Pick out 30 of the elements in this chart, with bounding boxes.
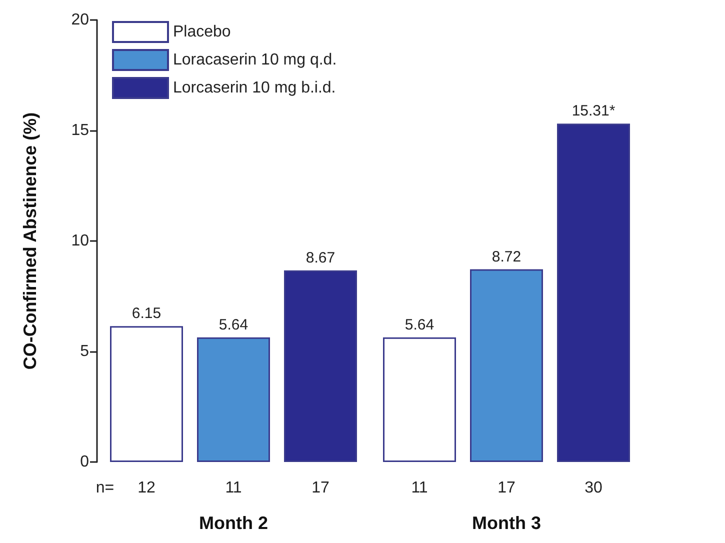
data-label: 8.67 [306,249,336,266]
legend-label: Placebo [173,24,231,40]
y-tick-label: 5 [80,343,90,360]
legend-label: Loracaserin 10 mg q.d. [173,52,337,68]
y-tick-label: 20 [71,12,90,28]
text: n= [96,480,114,496]
y-tick-label: 0 [80,454,90,470]
bar [284,270,357,462]
bar [470,269,543,462]
data-label: 5.64 [218,316,248,334]
bar [110,326,183,462]
text: 11 [225,480,242,496]
text: 17 [312,480,330,496]
data-label: 5.64 [404,316,434,334]
legend-label: Lorcaserin 10 mg b.i.d. [173,80,336,96]
data-label: 8.72 [492,248,522,266]
bar [383,337,456,462]
bar [197,337,270,462]
y-axis-title: CO-Confirmed Abstinence (%) [20,112,40,370]
text: 12 [138,480,156,496]
text: 11 [411,480,428,496]
x-tick-label: Month 2 [199,513,268,533]
text: 30 [584,480,602,496]
data-label: 6.15 [132,305,162,322]
text: 17 [498,480,516,496]
data-label: 15.31* [572,102,616,120]
x-tick-label: Month 3 [472,513,541,533]
y-tick-label: 10 [71,232,90,250]
y-tick-label: 15 [71,122,90,139]
bar [557,124,630,462]
